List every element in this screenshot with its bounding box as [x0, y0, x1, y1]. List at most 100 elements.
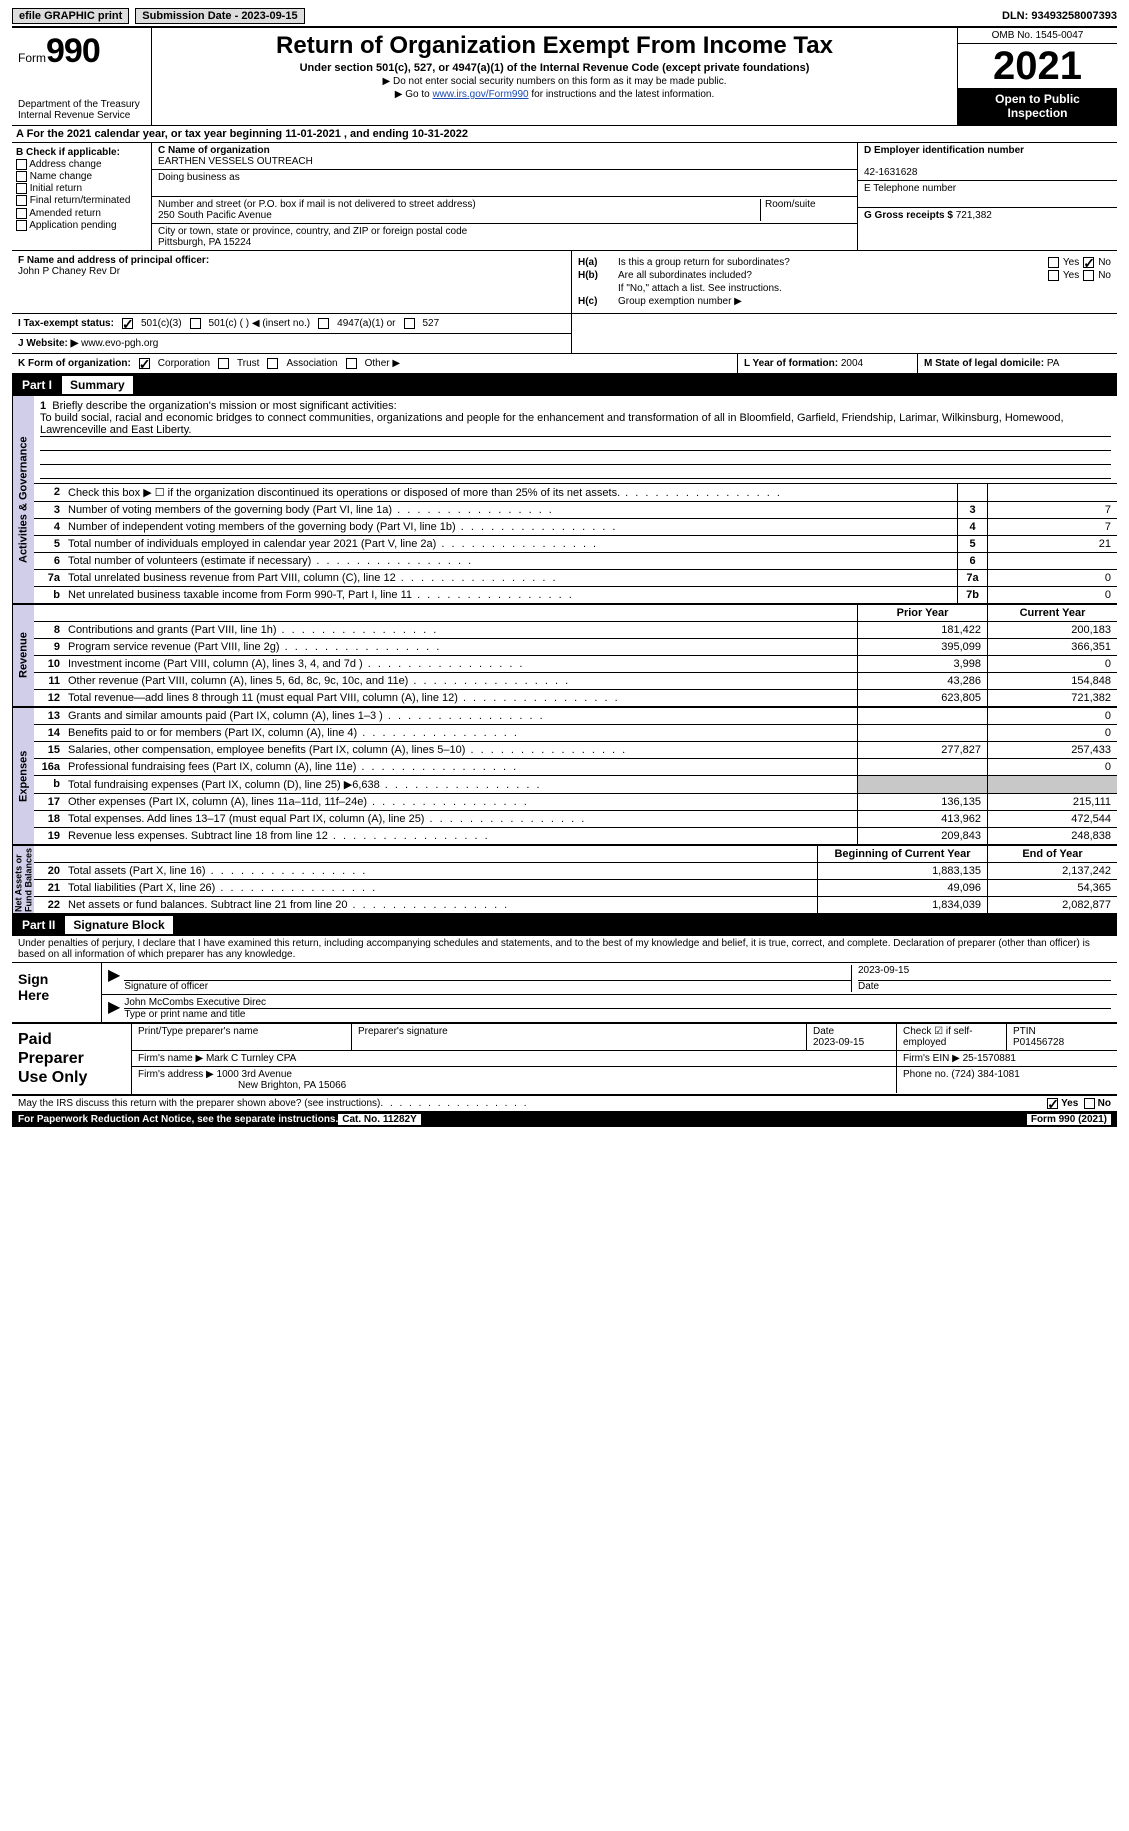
line-prior: 277,827: [857, 742, 987, 758]
firm-addr-value1: 1000 3rd Avenue: [217, 1069, 292, 1080]
line-prior: 395,099: [857, 639, 987, 655]
prep-name-label: Print/Type preparer's name: [132, 1024, 352, 1050]
state-domicile-label: M State of legal domicile:: [924, 358, 1044, 369]
hb-yes-checkbox[interactable]: [1048, 270, 1059, 281]
line-text: Program service revenue (Part VIII, line…: [64, 639, 857, 655]
part1-title: Summary: [62, 375, 133, 395]
city-label: City or town, state or province, country…: [158, 226, 467, 237]
website-label: J Website: ▶: [18, 338, 78, 349]
officer-label: F Name and address of principal officer:: [18, 255, 209, 266]
chk-final-return[interactable]: Final return/terminated: [16, 195, 147, 206]
line-current: [987, 776, 1117, 793]
mission-text: To build social, racial and economic bri…: [40, 412, 1111, 437]
line-current: 154,848: [987, 673, 1117, 689]
line-num: 15: [34, 742, 64, 758]
chk-corporation[interactable]: [139, 358, 150, 369]
line-current: 0: [987, 725, 1117, 741]
part2-number: Part II: [12, 916, 65, 934]
chk-initial-return[interactable]: Initial return: [16, 183, 147, 194]
col-begin-year: Beginning of Current Year: [817, 846, 987, 862]
firm-phone-label: Phone no.: [903, 1069, 949, 1080]
side-net-assets: Net Assets or Fund Balances: [12, 846, 34, 913]
line-text: Total fundraising expenses (Part IX, col…: [64, 776, 857, 793]
line-num: b: [34, 776, 64, 793]
side-expenses: Expenses: [12, 708, 34, 844]
efile-print-button[interactable]: efile GRAPHIC print: [12, 8, 129, 24]
gross-receipts-value: 721,382: [956, 210, 992, 221]
chk-501c[interactable]: [190, 318, 201, 329]
form-footer: Form 990 (2021): [1027, 1114, 1111, 1125]
line-num: 12: [34, 690, 64, 706]
chk-association[interactable]: [267, 358, 278, 369]
line-num: 10: [34, 656, 64, 672]
state-domicile-value: PA: [1047, 358, 1060, 369]
line-text: Number of independent voting members of …: [64, 519, 957, 535]
chk-501c3[interactable]: [122, 318, 133, 329]
chk-application-pending[interactable]: Application pending: [16, 220, 147, 231]
signature-arrow-icon-2: ▶: [108, 997, 120, 1020]
prep-ptin-value: P01456728: [1013, 1037, 1064, 1048]
col-end-year: End of Year: [987, 846, 1117, 862]
line-prior: 49,096: [817, 880, 987, 896]
line-current: 366,351: [987, 639, 1117, 655]
line-num: 6: [34, 553, 64, 569]
hb-text: Are all subordinates included?: [618, 270, 1048, 281]
line-num: 20: [34, 863, 64, 879]
line-num: 13: [34, 708, 64, 724]
line-value: [987, 484, 1117, 501]
line-num: 19: [34, 828, 64, 844]
firm-ein-label: Firm's EIN ▶: [903, 1053, 960, 1064]
hb-no-checkbox[interactable]: [1083, 270, 1094, 281]
omb-number: OMB No. 1545-0047: [958, 28, 1117, 44]
org-name: EARTHEN VESSELS OUTREACH: [158, 156, 313, 167]
discuss-no-checkbox[interactable]: [1084, 1098, 1095, 1109]
line-prior: 1,834,039: [817, 897, 987, 913]
form-note-1: ▶ Do not enter social security numbers o…: [160, 76, 949, 87]
ha-no-checkbox[interactable]: [1083, 257, 1094, 268]
ha-yes-checkbox[interactable]: [1048, 257, 1059, 268]
line-box: 4: [957, 519, 987, 535]
side-governance: Activities & Governance: [12, 396, 34, 603]
line-text: Total number of individuals employed in …: [64, 536, 957, 552]
line-text: Investment income (Part VIII, column (A)…: [64, 656, 857, 672]
hb-note: If "No," attach a list. See instructions…: [618, 283, 1111, 294]
chk-name-change[interactable]: Name change: [16, 171, 147, 182]
line-current: 472,544: [987, 811, 1117, 827]
chk-address-change[interactable]: Address change: [16, 159, 147, 170]
line-current: 248,838: [987, 828, 1117, 844]
firm-name-label: Firm's name ▶: [138, 1053, 203, 1064]
ein-label: D Employer identification number: [864, 145, 1024, 156]
submission-date: Submission Date - 2023-09-15: [135, 8, 304, 24]
line-num: 5: [34, 536, 64, 552]
form-title: Return of Organization Exempt From Incom…: [160, 32, 949, 60]
discuss-yes-checkbox[interactable]: [1047, 1098, 1058, 1109]
signature-declaration: Under penalties of perjury, I declare th…: [12, 936, 1117, 963]
org-name-label: C Name of organization: [158, 145, 270, 156]
paid-preparer-label: Paid Preparer Use Only: [12, 1024, 132, 1094]
line-text: Check this box ▶ ☐ if the organization d…: [64, 484, 957, 501]
sig-officer-label: Signature of officer: [124, 981, 208, 992]
form-subtitle: Under section 501(c), 527, or 4947(a)(1)…: [160, 62, 949, 74]
line-num: 8: [34, 622, 64, 638]
tax-year: 2021: [958, 44, 1117, 88]
irs-link[interactable]: www.irs.gov/Form990: [432, 89, 528, 100]
chk-527[interactable]: [404, 318, 415, 329]
line-text: Grants and similar amounts paid (Part IX…: [64, 708, 857, 724]
line-value: 7: [987, 519, 1117, 535]
line-prior: 43,286: [857, 673, 987, 689]
chk-amended-return[interactable]: Amended return: [16, 208, 147, 219]
line-num: 22: [34, 897, 64, 913]
chk-trust[interactable]: [218, 358, 229, 369]
side-revenue: Revenue: [12, 605, 34, 706]
prep-date-value: 2023-09-15: [813, 1037, 864, 1048]
line-box: 7a: [957, 570, 987, 586]
line-current: 0: [987, 708, 1117, 724]
discuss-text: May the IRS discuss this return with the…: [18, 1098, 380, 1109]
tax-status-label: I Tax-exempt status:: [18, 318, 114, 329]
sign-here-label: Sign Here: [12, 963, 102, 1022]
col-prior-year: Prior Year: [857, 605, 987, 621]
chk-4947[interactable]: [318, 318, 329, 329]
chk-other[interactable]: [346, 358, 357, 369]
website-value: www.evo-pgh.org: [81, 338, 158, 349]
line-current: 215,111: [987, 794, 1117, 810]
